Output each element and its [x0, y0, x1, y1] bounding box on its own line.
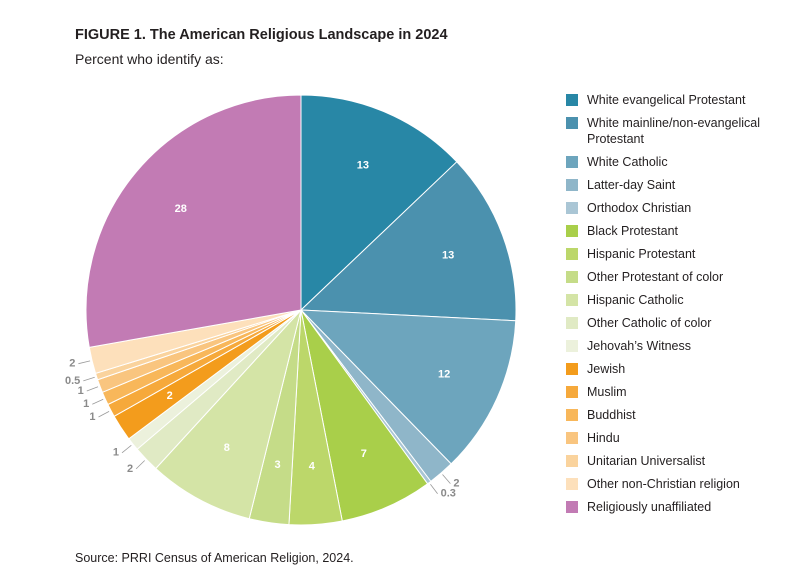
- legend-item-white-mainline-non-evangelical-protestant: White mainline/non-evangelical Protestan…: [566, 115, 786, 147]
- slice-label-hindu: 1: [78, 385, 84, 397]
- leader-line-jehovah-s-witness: [121, 444, 132, 454]
- leader-line-hindu: [86, 386, 99, 392]
- legend-label: Buddhist: [587, 408, 636, 422]
- legend-label: Muslim: [587, 385, 627, 399]
- legend-swatch: [566, 117, 578, 129]
- legend-item-other-protestant-of-color: Other Protestant of color: [566, 269, 786, 285]
- slice-label-muslim: 1: [89, 411, 95, 423]
- legend-swatch: [566, 501, 578, 513]
- legend-swatch: [566, 432, 578, 444]
- legend-label: Other non-Christian religion: [587, 477, 740, 491]
- slice-label-jehovah-s-witness: 1: [113, 447, 119, 459]
- legend-label: Hispanic Protestant: [587, 247, 696, 261]
- pie-slice-white-mainline-non-evangelical-protestant: [299, 161, 517, 322]
- legend-swatch: [566, 317, 578, 329]
- legend-label: White mainline/non-evangelical Protestan…: [587, 116, 761, 146]
- legend-item-other-non-christian-religion: Other non-Christian religion: [566, 476, 786, 492]
- slice-label-jewish: 2: [167, 390, 173, 402]
- legend-label: Unitarian Universalist: [587, 454, 706, 468]
- leader-line-orthodox-christian: [430, 483, 438, 495]
- leader-line-other-catholic-of-color: [135, 460, 145, 470]
- legend-label: Other Catholic of color: [587, 316, 712, 330]
- legend-item-hindu: Hindu: [566, 430, 786, 446]
- slice-label-unitarian-universalist: 0.5: [65, 375, 80, 387]
- legend-label: White Catholic: [587, 155, 668, 169]
- legend-swatch: [566, 202, 578, 214]
- slice-label-orthodox-christian: 0.3: [441, 488, 456, 500]
- leader-line-latter-day-saint: [442, 474, 451, 484]
- legend-swatch: [566, 455, 578, 467]
- legend-item-latter-day-saint: Latter-day Saint: [566, 177, 786, 193]
- legend-swatch: [566, 386, 578, 398]
- slice-label-other-catholic-of-color: 2: [127, 463, 133, 475]
- pie-slice-white-evangelical-protestant: [300, 94, 458, 312]
- slice-label-white-mainline-non-evangelical-protestant: 13: [442, 249, 454, 261]
- leader-line-buddhist: [92, 398, 104, 405]
- slice-label-white-evangelical-protestant: 13: [357, 160, 369, 172]
- legend-label: Jewish: [587, 362, 626, 376]
- legend-item-orthodox-christian: Orthodox Christian: [566, 200, 786, 216]
- pie-slice-hispanic-catholic: [155, 309, 302, 520]
- legend-swatch: [566, 478, 578, 490]
- slice-label-religiously-unaffiliated: 28: [175, 203, 187, 215]
- legend-item-jewish: Jewish: [566, 361, 786, 377]
- legend-item-other-catholic-of-color: Other Catholic of color: [566, 315, 786, 331]
- chart-legend: White evangelical Protestant White mainli…: [566, 92, 786, 522]
- legend-swatch: [566, 156, 578, 168]
- legend-item-religiously-unaffiliated: Religiously unaffiliated: [566, 499, 786, 515]
- legend-label: Other Protestant of color: [587, 270, 724, 284]
- legend-label: Latter-day Saint: [587, 178, 676, 192]
- legend-label: Orthodox Christian: [587, 201, 692, 215]
- legend-item-hispanic-protestant: Hispanic Protestant: [566, 246, 786, 262]
- legend-label: White evangelical Protestant: [587, 93, 746, 107]
- pie-slice-white-catholic: [299, 309, 517, 465]
- legend-swatch: [566, 363, 578, 375]
- legend-label: Hispanic Catholic: [587, 293, 684, 307]
- legend-swatch: [566, 225, 578, 237]
- legend-item-unitarian-universalist: Unitarian Universalist: [566, 453, 786, 469]
- slice-label-hispanic-protestant: 4: [309, 461, 316, 473]
- leader-line-other-non-christian-religion: [78, 360, 91, 365]
- legend-item-white-evangelical-protestant: White evangelical Protestant: [566, 92, 786, 108]
- leader-line-unitarian-universalist: [83, 376, 95, 382]
- legend-swatch: [566, 271, 578, 283]
- slice-label-buddhist: 1: [83, 398, 89, 410]
- legend-swatch: [566, 179, 578, 191]
- legend-item-black-protestant: Black Protestant: [566, 223, 786, 239]
- slice-label-white-catholic: 12: [438, 369, 450, 381]
- legend-item-muslim: Muslim: [566, 384, 786, 400]
- leader-line-muslim: [98, 411, 110, 418]
- legend-label: Black Protestant: [587, 224, 679, 238]
- legend-swatch: [566, 340, 578, 352]
- slice-label-other-non-christian-religion: 2: [69, 358, 75, 370]
- legend-swatch: [566, 409, 578, 421]
- legend-swatch: [566, 94, 578, 106]
- chart-source: Source: PRRI Census of American Religion…: [75, 551, 354, 565]
- legend-label: Jehovah’s Witness: [587, 339, 691, 353]
- slice-label-latter-day-saint: 2: [453, 478, 459, 490]
- legend-item-jehovah-s-witness: Jehovah’s Witness: [566, 338, 786, 354]
- pie-slice-religiously-unaffiliated: [85, 94, 302, 348]
- legend-item-white-catholic: White Catholic: [566, 154, 786, 170]
- legend-item-buddhist: Buddhist: [566, 407, 786, 423]
- legend-label: Hindu: [587, 431, 620, 445]
- slice-label-black-protestant: 7: [361, 448, 367, 460]
- legend-swatch: [566, 248, 578, 260]
- legend-item-hispanic-catholic: Hispanic Catholic: [566, 292, 786, 308]
- chart-title: FIGURE 1. The American Religious Landsca…: [75, 27, 448, 43]
- legend-label: Religiously unaffiliated: [587, 500, 712, 514]
- chart-subtitle: Percent who identify as:: [75, 51, 224, 67]
- slice-label-other-protestant-of-color: 3: [275, 459, 281, 471]
- legend-swatch: [566, 294, 578, 306]
- slice-label-hispanic-catholic: 8: [224, 442, 230, 454]
